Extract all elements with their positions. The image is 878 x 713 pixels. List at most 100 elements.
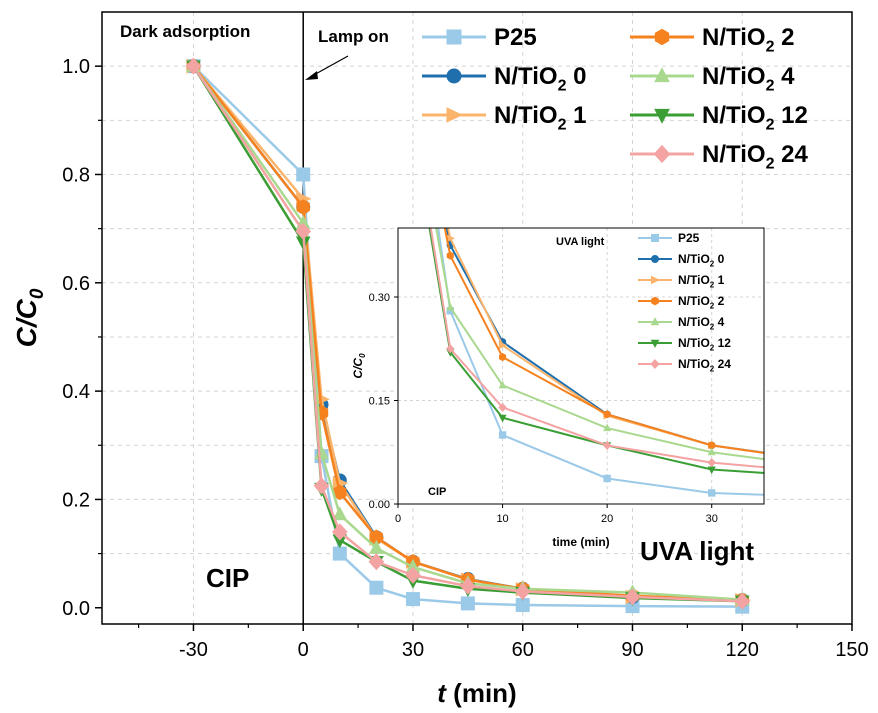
inset-legend-swatch-marker [651, 255, 659, 263]
inset-legend-swatch-marker [650, 317, 660, 326]
legend-swatch-marker [654, 108, 670, 124]
data-point [460, 577, 476, 595]
data-point [296, 167, 311, 182]
inset-legend-label: N/TiO2 0 [678, 252, 725, 268]
inset-legend-item: N/TiO2 0 [638, 252, 725, 268]
legend-label: N/TiO2 12 [702, 102, 808, 134]
legend-label: N/TiO2 2 [702, 24, 794, 56]
y-tick-label: 0.6 [62, 273, 90, 295]
inset-legend-swatch-marker [651, 275, 661, 285]
inset-x-tick-label: 30 [706, 513, 718, 525]
y-tick-label: 1.0 [62, 56, 90, 78]
inset-y-axis-title: C/C0 [351, 353, 367, 379]
inset-series-n-tio2-24 [394, 21, 764, 469]
lamp-on-arrow [311, 55, 349, 77]
inset-data-point [865, 465, 872, 471]
legend-item: N/TiO2 2 [630, 24, 794, 56]
inset-data-point [865, 464, 871, 470]
legend-label: N/TiO2 1 [494, 102, 586, 134]
inset-x-tick-label: 20 [601, 513, 613, 525]
data-point [405, 592, 420, 607]
inset-legend-item: N/TiO2 4 [638, 315, 725, 331]
legend-swatch-marker [446, 68, 462, 84]
inset-legend-swatch-marker [651, 234, 659, 242]
legend-label: N/TiO2 0 [494, 63, 586, 95]
legend-item: N/TiO2 4 [630, 63, 795, 95]
x-tick-label: 90 [621, 639, 643, 661]
data-point [185, 57, 202, 75]
inset-data-point [498, 341, 508, 350]
y-axis-title: C/C0 [11, 288, 48, 347]
inset-data-point [498, 414, 507, 423]
x-tick-label: 120 [726, 639, 759, 661]
main-series [185, 57, 751, 614]
inset-y-tick-label: 0.00 [369, 499, 390, 511]
inset-data-point [708, 489, 716, 497]
inset-data-point [498, 431, 507, 439]
series-line [192, 65, 743, 603]
y-tick-label: 0.8 [62, 164, 90, 186]
inset-series-p25 [437, 228, 871, 501]
legend-label: P25 [494, 24, 537, 51]
inset-cip-label: CIP [428, 486, 446, 498]
inset-series-n-tio2-2 [443, 228, 764, 454]
data-point [405, 566, 421, 584]
inset-series-n-tio2-4 [435, 228, 871, 475]
x-tick-label: 60 [512, 639, 534, 661]
inset-series [394, 21, 872, 501]
dark-adsorption-label: Dark adsorption [120, 22, 250, 41]
inset-data-point [395, 36, 401, 42]
inset-data-point [446, 302, 455, 311]
data-point [624, 588, 641, 606]
data-point [295, 222, 312, 240]
x-tick-label: 150 [835, 639, 868, 661]
x-tick-label: 0 [298, 639, 309, 661]
series-line [192, 65, 743, 602]
inset-data-point [603, 410, 611, 419]
inset-data-point [446, 344, 455, 354]
legend-swatch-marker [446, 29, 462, 45]
inset-data-point [446, 251, 454, 260]
inset-legend-label: N/TiO2 4 [678, 315, 725, 331]
inset-legend-item: N/TiO2 12 [638, 336, 731, 352]
uva-light-label: UVA light [640, 536, 754, 566]
inset-x-tick-label: 10 [496, 513, 508, 525]
data-point [369, 580, 384, 595]
x-tick-label: -30 [179, 639, 208, 661]
inset-data-point [603, 474, 611, 483]
data-point [514, 582, 531, 601]
legend-item: N/TiO2 0 [422, 63, 586, 95]
main-legend: P25 N/TiO2 0 N/TiO2 1 N/TiO2 2 N/TiO2 4 N/TiO… [422, 24, 808, 173]
inset-frame [397, 227, 765, 505]
inset-y-tick-label: 0.15 [369, 396, 390, 408]
inset-legend-swatch-marker [650, 359, 660, 369]
x-axis-title: t (min) [437, 678, 516, 708]
inset-legend-swatch-marker [650, 339, 660, 348]
inset-legend-label: N/TiO2 1 [678, 273, 725, 289]
main-annotations: Dark adsorption Lamp on CIP UVA light [120, 22, 754, 593]
data-point [313, 477, 330, 495]
series-n-tio2-24 [185, 57, 751, 610]
data-point [331, 523, 348, 541]
inset-plot: 0 10 20 30 0.00 0.15 0.30 time (min) C/C0 UVA lig… [351, 21, 872, 549]
inset-data-point [865, 469, 871, 475]
main-axes: -30 0 30 60 90 120 150 0.0 0.2 0.4 0.6 0.8 1.0 t (min… [11, 11, 869, 708]
inset-uva-label: UVA light [556, 236, 605, 248]
cip-label: CIP [206, 563, 249, 593]
inset-legend-label: P25 [678, 231, 700, 245]
data-point [333, 484, 347, 501]
inset-data-point [865, 495, 871, 501]
inset-y-tick-label: 0.30 [369, 292, 390, 304]
data-point [332, 506, 348, 521]
legend-item: P25 [422, 24, 537, 51]
lamp-on-label: Lamp on [318, 27, 389, 46]
legend-swatch-marker [446, 107, 463, 123]
y-tick-label: 0.2 [62, 489, 90, 511]
x-tick-label: 30 [402, 639, 424, 661]
legend-swatch-marker [654, 67, 670, 83]
y-tick-label: 0.4 [62, 381, 90, 403]
inset-data-point [394, 21, 401, 29]
inset-x-tick-label: 0 [395, 513, 401, 525]
inset-legend-item: N/TiO2 24 [638, 357, 731, 373]
